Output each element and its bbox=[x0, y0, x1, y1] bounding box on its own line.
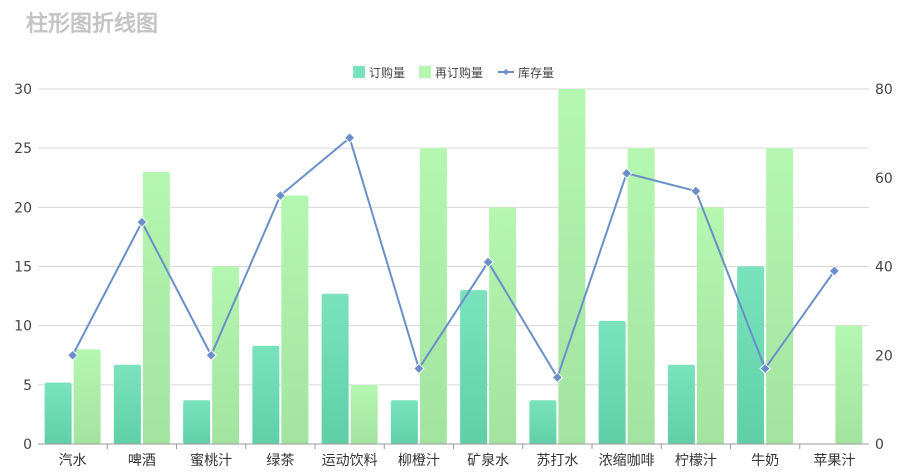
legend-label-inventory[interactable]: 库存量 bbox=[518, 65, 554, 80]
bar-order-10[interactable] bbox=[737, 266, 765, 445]
bar-reorder-3[interactable] bbox=[281, 195, 309, 445]
inventory-point-9[interactable] bbox=[690, 185, 702, 197]
x-tick-label: 汽水 bbox=[59, 453, 87, 469]
y-left-tick-label: 0 bbox=[23, 437, 32, 453]
y-left-tick-label: 15 bbox=[14, 260, 32, 276]
bar-order-1[interactable] bbox=[113, 364, 141, 444]
y-left-tick-label: 10 bbox=[14, 319, 32, 335]
bar-reorder-8[interactable] bbox=[627, 148, 655, 444]
bar-order-6[interactable] bbox=[460, 290, 488, 444]
bar-reorder-9[interactable] bbox=[696, 207, 724, 444]
legend-swatch-reorder[interactable] bbox=[419, 66, 431, 78]
bar-order-8[interactable] bbox=[598, 320, 626, 444]
x-tick-label: 啤酒 bbox=[128, 453, 156, 469]
y-right-tick-label: 0 bbox=[875, 437, 884, 453]
bar-reorder-6[interactable] bbox=[489, 207, 517, 444]
y-right-tick-label: 80 bbox=[875, 82, 893, 98]
bars bbox=[44, 89, 863, 445]
bar-order-4[interactable] bbox=[321, 293, 349, 444]
inventory-point-3[interactable] bbox=[274, 189, 287, 202]
inventory-line bbox=[66, 132, 841, 384]
x-tick-label: 柳橙汁 bbox=[398, 452, 440, 469]
bar-reorder-0[interactable] bbox=[73, 349, 101, 444]
x-tick-label: 矿泉水 bbox=[467, 452, 509, 469]
bar-reorder-1[interactable] bbox=[142, 171, 170, 445]
legend-label-reorder[interactable]: 再订购量 bbox=[435, 65, 483, 80]
bar-reorder-10[interactable] bbox=[766, 148, 794, 444]
inventory-point-1[interactable] bbox=[136, 216, 148, 228]
legend[interactable]: 订购量 再订购量 库存量 bbox=[353, 65, 554, 80]
inventory-point-7[interactable] bbox=[551, 371, 564, 384]
bar-reorder-2[interactable] bbox=[212, 266, 240, 445]
y-right-tick-label: 20 bbox=[875, 348, 893, 364]
inventory-point-8[interactable] bbox=[620, 167, 633, 180]
inventory-series-line bbox=[71, 136, 836, 380]
legend-label-order[interactable]: 订购量 bbox=[369, 65, 405, 80]
inventory-point-0[interactable] bbox=[66, 349, 79, 361]
bar-reorder-4[interactable] bbox=[350, 384, 378, 444]
bar-reorder-11[interactable] bbox=[835, 325, 863, 444]
inventory-point-11[interactable] bbox=[828, 265, 841, 277]
x-tick-label: 苹果汁 bbox=[813, 453, 855, 469]
y-left-tick-label: 25 bbox=[14, 141, 32, 157]
x-tick-label: 牛奶 bbox=[751, 453, 779, 469]
y-left-tick-label: 20 bbox=[14, 200, 32, 216]
page-title: 柱形图折线图 bbox=[26, 12, 159, 37]
bar-order-7[interactable] bbox=[529, 400, 557, 444]
bar-reorder-5[interactable] bbox=[419, 148, 447, 444]
x-tick-label: 柠檬汁 bbox=[675, 453, 717, 469]
x-tick-label: 蜜桃汁 bbox=[190, 453, 232, 469]
bar-order-5[interactable] bbox=[390, 400, 418, 444]
bar-order-0[interactable] bbox=[44, 382, 72, 444]
bar-order-9[interactable] bbox=[667, 364, 695, 444]
inventory-point-5[interactable] bbox=[413, 362, 425, 375]
legend-swatch-order[interactable] bbox=[353, 66, 365, 78]
y-right-tick-label: 60 bbox=[875, 171, 893, 187]
legend-marker-inventory[interactable] bbox=[503, 69, 509, 75]
x-tick-label: 浓缩咖啡 bbox=[599, 453, 655, 469]
inventory-point-4[interactable] bbox=[343, 132, 356, 144]
x-tick-label: 苏打水 bbox=[536, 452, 578, 469]
y-left-tick-label: 30 bbox=[14, 82, 32, 98]
bar-reorder-7[interactable] bbox=[558, 89, 586, 444]
y-right-tick-label: 40 bbox=[875, 260, 893, 276]
inventory-point-6[interactable] bbox=[482, 256, 494, 268]
y-left-tick-label: 5 bbox=[23, 378, 32, 394]
x-tick-label: 绿茶 bbox=[266, 453, 294, 469]
inventory-point-10[interactable] bbox=[759, 362, 771, 375]
inventory-point-2[interactable] bbox=[205, 349, 217, 361]
x-tick-label: 运动饮料 bbox=[322, 453, 378, 469]
axes: 0 5 10 15 20 25 30 0 20 40 60 80 汽水 啤酒 蜜桃汁 绿茶 运动饮料 柳橙汁 矿泉水… bbox=[14, 82, 893, 469]
bar-order-2[interactable] bbox=[183, 400, 211, 444]
bar-order-3[interactable] bbox=[252, 345, 280, 444]
